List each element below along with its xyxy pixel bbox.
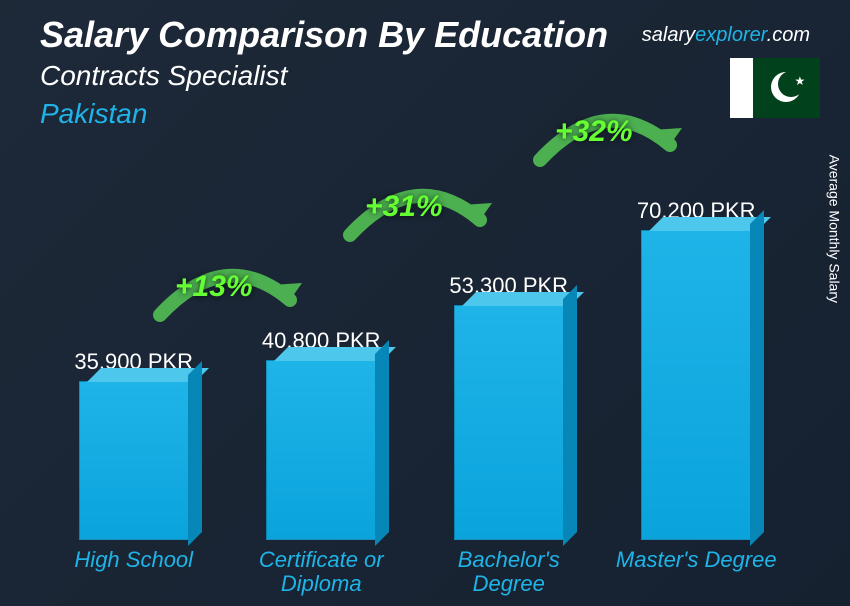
- bar-group: 70,200 PKR Master's Degree: [606, 198, 786, 596]
- bar-label: Master's Degree: [616, 548, 777, 596]
- bar: [454, 305, 564, 540]
- bar-group: 53,300 PKR Bachelor's Degree: [419, 273, 599, 596]
- pakistan-flag-icon: ★: [730, 58, 820, 118]
- brand-suffix: .com: [767, 24, 810, 46]
- brand-mid: explorer: [695, 24, 767, 46]
- bar: [266, 360, 376, 540]
- bar-label: High School: [74, 548, 193, 596]
- increase-badge: +32%: [555, 115, 633, 149]
- brand-prefix: salary: [642, 24, 695, 46]
- increase-badge: +31%: [365, 190, 443, 224]
- bar-label: Bachelor's Degree: [419, 548, 599, 596]
- bar: [79, 381, 189, 540]
- increase-badge: +13%: [175, 270, 253, 304]
- bar-group: 35,900 PKR High School: [44, 349, 224, 596]
- bar-group: 40,800 PKR Certificate or Diploma: [231, 328, 411, 596]
- y-axis-label: Average Monthly Salary: [826, 155, 842, 303]
- bar: [641, 230, 751, 540]
- bar-label: Certificate or Diploma: [231, 548, 411, 596]
- brand-logo: salaryexplorer.com: [642, 24, 810, 47]
- page-subtitle: Contracts Specialist: [40, 60, 810, 92]
